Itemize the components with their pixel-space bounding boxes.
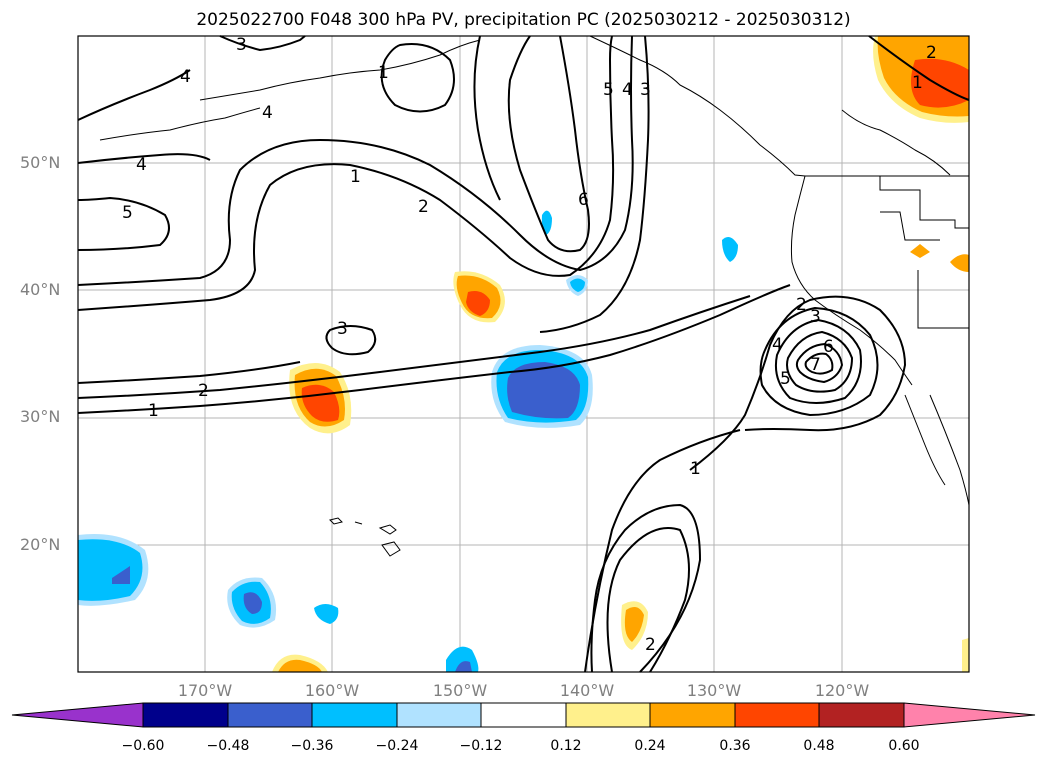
contour-labels: 1 2 3 4 5 1 2 6 5 4 3 3 4 4 1 1 2 2 3 4 … (122, 35, 937, 655)
contour-label: 6 (823, 337, 834, 357)
contour-label: 3 (337, 319, 348, 339)
colorbar-tick-label: 0.12 (550, 738, 582, 754)
contour-label: 5 (603, 80, 614, 100)
coastlines (99, 35, 970, 557)
lon-label: 120°W (814, 681, 870, 700)
lat-label: 30°N (20, 407, 61, 426)
map-frame (77, 35, 970, 673)
colorbar-bin (734, 702, 820, 728)
colorbar-tick-label: −0.36 (290, 738, 334, 754)
colorbar-tick-label: 0.36 (719, 738, 751, 754)
contour-label: 2 (198, 381, 209, 401)
lat-label: 50°N (20, 153, 61, 172)
contour-label: 4 (622, 80, 633, 100)
contour-label: 2 (926, 43, 937, 63)
lon-label: 140°W (559, 681, 615, 700)
colorbar-tick-label: −0.48 (206, 738, 250, 754)
contour-label: 3 (236, 35, 247, 55)
contour-label: 3 (810, 307, 821, 327)
colorbar-bin (649, 702, 736, 728)
colorbar-tick-label: 0.48 (803, 738, 835, 754)
contour-label: 2 (796, 295, 807, 315)
colorbar-tick-label: −0.60 (121, 738, 165, 754)
contour-label: 1 (912, 73, 923, 93)
colorbar-bin (480, 702, 567, 728)
contour-label: 4 (180, 67, 191, 87)
colorbar-extend-max (903, 702, 1036, 728)
lon-label: 150°W (432, 681, 488, 700)
contour-label: 7 (810, 355, 821, 375)
contour-label: 2 (418, 197, 429, 217)
contour-label: 1 (378, 63, 389, 83)
lon-label: 170°W (177, 681, 233, 700)
colorbar-extend-min (11, 702, 144, 728)
pv-contours (77, 35, 970, 673)
contour-label: 6 (578, 190, 589, 210)
colorbar-bin (565, 702, 651, 728)
lon-label: 130°W (686, 681, 742, 700)
colorbar-bin (818, 702, 905, 728)
colorbar-tick-label: 0.24 (634, 738, 666, 754)
contour-label: 1 (690, 459, 701, 479)
colorbar-tick-label: −0.12 (459, 738, 503, 754)
colorbar-bin (227, 702, 313, 728)
colorbar-tick-label: 0.60 (888, 738, 920, 754)
colorbar-bin (311, 702, 398, 728)
colorbar-bin (142, 702, 229, 728)
contour-label: 5 (122, 203, 133, 223)
colorbar-tick-label: −0.24 (375, 738, 419, 754)
contour-label: 3 (640, 80, 651, 100)
map-title: 2025022700 F048 300 hPa PV, precipitatio… (196, 10, 851, 30)
lon-label: 160°W (304, 681, 360, 700)
contour-label: 1 (350, 167, 361, 187)
contour-label: 4 (772, 335, 783, 355)
lat-label: 40°N (20, 280, 61, 299)
colorbar-bin (396, 702, 482, 728)
contour-label: 4 (136, 155, 147, 175)
contour-label: 5 (780, 369, 791, 389)
contour-label: 4 (262, 103, 273, 123)
contour-label: 2 (645, 635, 656, 655)
colorbar (11, 702, 1036, 728)
lat-label: 20°N (20, 535, 61, 554)
precip-shading (78, 36, 969, 672)
contour-label: 1 (148, 401, 159, 421)
